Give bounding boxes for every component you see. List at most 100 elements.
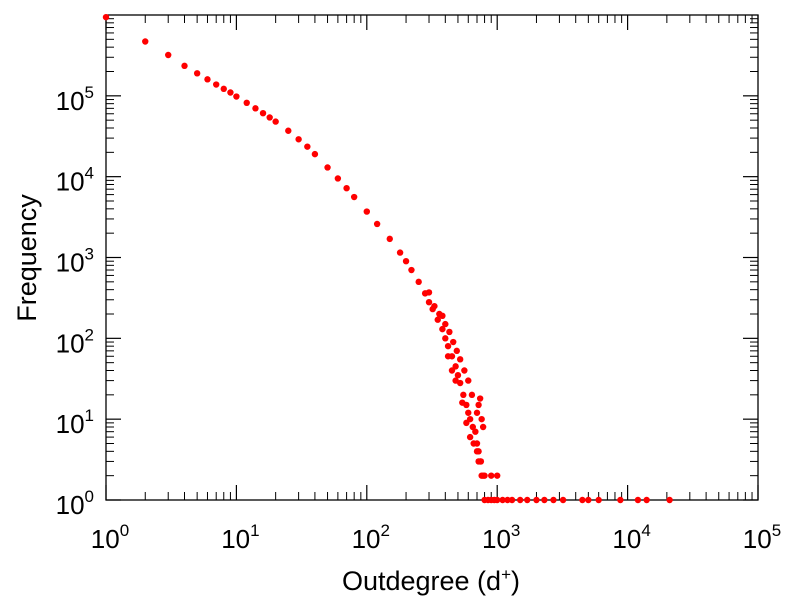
data-point [408,266,415,274]
data-point [193,70,201,77]
data-point [504,496,511,504]
data-point [373,220,381,228]
data-point [634,496,642,504]
data-point [324,164,331,171]
data-point [243,99,250,107]
data-point [459,399,466,406]
data-point [469,423,476,431]
data-point [508,496,516,504]
x-tick-label: 103 [482,521,520,554]
data-point [448,367,456,374]
y-tick-label: 101 [56,406,94,439]
data-point [450,338,457,346]
data-point [439,325,446,333]
data-point [643,496,650,504]
data-point [266,114,273,121]
y-tick-label: 102 [56,325,94,358]
data-point [363,208,370,215]
data-point [334,175,342,182]
data-point [444,353,452,360]
data-point [579,496,586,504]
x-tick-label: 101 [221,521,259,554]
data-point [252,105,259,112]
data-point [465,377,472,384]
data-point [295,136,302,143]
data-point [494,472,501,479]
x-tick-label: 102 [352,521,390,554]
data-point [466,433,474,441]
data-point [396,249,404,256]
x-tick-labels: 100 101 102 103 104 105 [91,521,781,554]
data-point [475,401,482,409]
x-tick-label: 104 [612,521,650,554]
data-point [524,496,531,504]
data-point [444,342,452,350]
data-point [470,440,477,447]
y-tick-labels: 100 101 102 103 104 105 [56,83,94,520]
data-point [452,363,459,370]
data-point [350,193,358,201]
data-point [473,448,481,455]
data-point [541,496,548,504]
data-point [425,298,433,306]
data-point [431,302,438,310]
data-point [285,127,292,134]
data-point [454,371,462,379]
data-point [142,38,149,45]
data-point [516,496,524,504]
data-point [402,258,410,265]
data-point [181,62,188,70]
data-point [617,496,624,504]
data-point [478,472,485,479]
data-point [204,76,211,83]
data-point [415,278,422,286]
x-tick-label: 100 [91,521,129,554]
data-point [439,312,446,319]
data-point [456,356,464,363]
y-tick-label: 100 [56,487,94,520]
data-point [595,496,602,504]
data-points [102,13,673,504]
major-ticks [105,15,759,501]
data-point [213,81,220,88]
data-point [453,347,460,355]
data-point [386,235,393,243]
data-point [452,377,459,384]
y-axis-title: Frequency [12,194,42,322]
data-point [468,391,476,399]
data-point [343,185,350,192]
data-point [460,391,467,399]
data-point [463,419,470,427]
data-point [479,423,487,431]
data-point [102,13,110,21]
data-point [476,395,484,402]
data-point [494,496,501,504]
data-point [533,496,540,504]
data-point [461,367,468,374]
data-point [473,409,481,416]
data-point [442,335,449,342]
data-point [472,428,479,435]
y-tick-label: 103 [56,245,94,278]
x-tick-label: 105 [743,521,781,554]
data-point [475,458,482,465]
y-tick-label: 104 [56,164,94,197]
data-point [550,496,557,504]
data-point [165,51,172,59]
data-point [478,415,485,423]
data-point [425,289,433,296]
data-point [442,320,449,328]
data-point [499,496,506,504]
x-axis-title: Outdegree (d+) [342,565,520,596]
data-point [311,150,319,158]
data-point [465,409,472,416]
data-point [559,496,567,504]
data-point [434,316,441,323]
data-point [446,328,453,336]
plot-frame [105,14,759,501]
data-point [227,89,234,96]
data-point [304,143,311,150]
data-point [585,496,592,504]
y-tick-label: 105 [56,83,94,116]
